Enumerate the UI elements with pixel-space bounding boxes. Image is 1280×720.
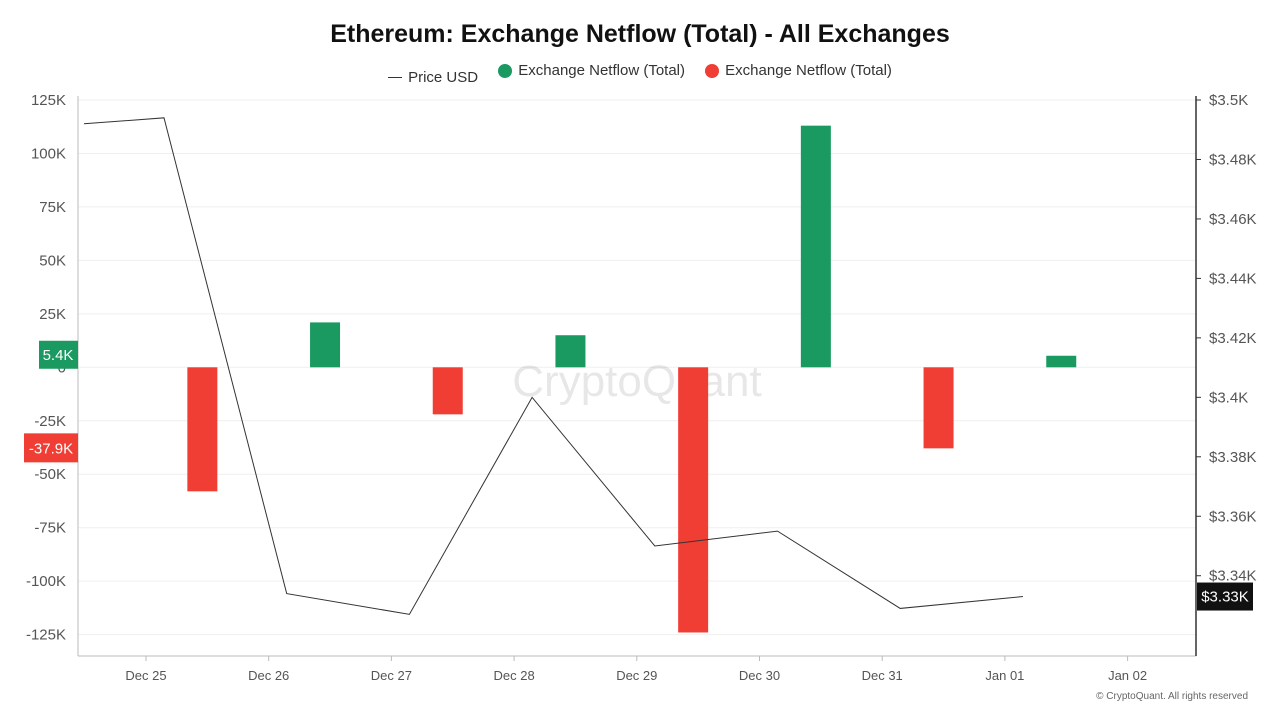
netflow-bar-negative [678,367,709,633]
right-tick-label: $3.42K [1209,330,1257,347]
legend-label-price: Price USD [408,68,479,86]
left-tick-label: -50K [34,466,66,483]
netflow-bar-negative [432,367,463,415]
left-tick-label: 100K [31,145,66,162]
legend-dot-green-icon [498,63,513,78]
legend-label-netflow-negative: Exchange Netflow (Total) [725,62,892,79]
left-tick-label: -125K [26,627,66,644]
left-tick-label: 75K [39,199,66,216]
left-tick-label: 25K [39,306,66,323]
left-badge-green-label: 5.4K [43,347,74,364]
netflow-bar-positive [800,125,831,368]
right-badge-price [1197,582,1253,611]
right-tick-label: $3.4K [1209,389,1248,406]
x-tick-label: Jan 02 [1108,668,1147,683]
right-tick-label: $3.36K [1209,508,1257,525]
x-tick-label: Dec 25 [125,668,166,683]
watermark-text: CryptoQuant [512,357,761,406]
right-tick-label: $3.44K [1209,270,1257,287]
netflow-bar-negative [923,367,954,449]
netflow-bar-negative [187,367,218,492]
legend-dot-red-icon [705,63,720,78]
netflow-bar-positive [310,322,341,368]
left-tick-label: -25K [34,413,66,430]
left-tick-label: -75K [34,520,66,537]
x-tick-label: Dec 31 [862,668,903,683]
legend-line-icon [388,76,403,78]
left-badge-green [39,340,78,369]
legend-item-netflow-positive[interactable]: Exchange Netflow (Total) [498,62,685,79]
netflow-bar-positive [1046,355,1077,368]
legend-item-price[interactable]: Price USD [388,69,478,86]
legend-item-netflow-negative[interactable]: Exchange Netflow (Total) [705,62,892,79]
x-tick-label: Dec 30 [739,668,780,683]
left-tick-label: -100K [26,573,66,590]
right-tick-label: $3.46K [1209,211,1257,228]
left-tick-label: 50K [39,252,66,269]
price-line [83,117,1023,615]
x-tick-label: Dec 28 [493,668,534,683]
right-tick-label: $3.5K [1209,92,1248,109]
legend-label-netflow-positive: Exchange Netflow (Total) [518,62,685,79]
legend: Price USD Exchange Netflow (Total) Excha… [0,62,1280,86]
x-tick-label: Jan 01 [985,668,1024,683]
copyright-credit: © CryptoQuant. All rights reserved [1096,691,1248,702]
right-tick-label: $3.34K [1209,568,1257,585]
chart-title: Ethereum: Exchange Netflow (Total) - All… [330,20,950,48]
left-badge-red-label: -37.9K [29,440,73,457]
x-tick-label: Dec 27 [371,668,412,683]
x-tick-label: Dec 26 [248,668,289,683]
netflow-bar-positive [555,335,586,368]
right-tick-label: $3.38K [1209,449,1257,466]
left-tick-label: 125K [31,92,66,109]
x-tick-label: Dec 29 [616,668,657,683]
right-badge-price-label: $3.33K [1201,589,1249,606]
left-badge-red [24,433,78,463]
right-tick-label: $3.48K [1209,151,1257,168]
